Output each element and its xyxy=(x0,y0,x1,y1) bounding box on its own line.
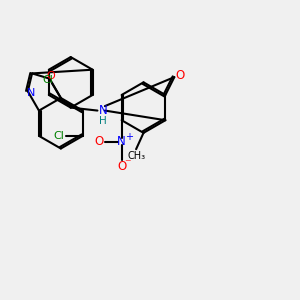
Text: Cl: Cl xyxy=(53,131,64,141)
Text: CH₃: CH₃ xyxy=(127,151,145,161)
Text: O: O xyxy=(47,71,56,81)
Text: N: N xyxy=(27,88,35,98)
Text: N: N xyxy=(98,104,107,117)
Text: H: H xyxy=(99,116,107,126)
Text: ⁻: ⁻ xyxy=(124,157,131,170)
Text: N: N xyxy=(117,135,126,148)
Text: O: O xyxy=(176,69,185,82)
Text: O: O xyxy=(95,135,104,148)
Text: Cl: Cl xyxy=(42,75,53,85)
Text: O: O xyxy=(117,160,126,173)
Text: +: + xyxy=(125,132,133,142)
